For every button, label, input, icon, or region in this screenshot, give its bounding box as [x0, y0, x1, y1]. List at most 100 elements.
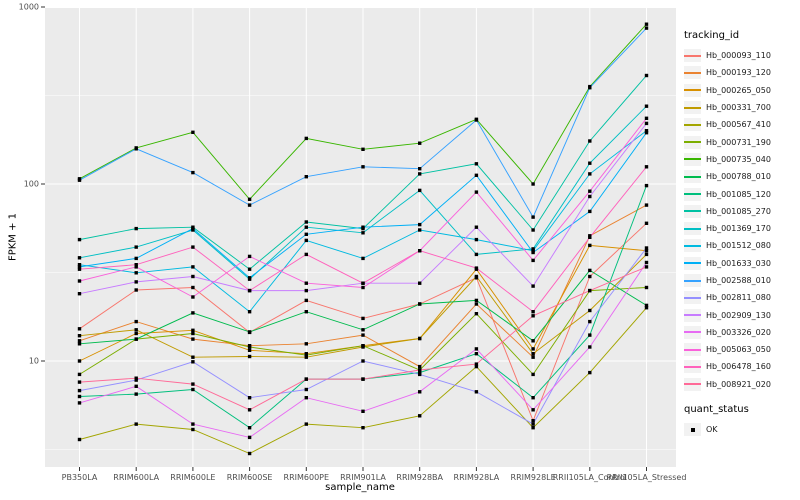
- legend-key: [684, 343, 701, 357]
- legend-item-label: Hb_000331_700: [706, 103, 771, 113]
- legend-item: Hb_000331_700: [684, 99, 798, 116]
- legend-items: Hb_000093_110 Hb_000193_120 Hb_000265_050 H…: [684, 47, 798, 393]
- legend-item-label: Hb_003326_020: [706, 327, 771, 337]
- legend-key: [684, 256, 701, 270]
- legend-item: Hb_001512_080: [684, 237, 798, 254]
- series-points-Hb_005063_050: [77, 116, 649, 299]
- legend-item: Hb_000093_110: [684, 47, 798, 64]
- legend-quant-items: OK: [684, 421, 798, 438]
- legend-item: Hb_000567_410: [684, 116, 798, 133]
- legend-key: [684, 152, 701, 166]
- legend-key-line-icon: [684, 244, 701, 247]
- legend-title-tracking-id: tracking_id: [684, 30, 740, 41]
- legend-item-quant: OK: [684, 421, 798, 438]
- legend-item-label: OK: [706, 425, 718, 435]
- legend-key: [684, 135, 701, 149]
- legend-item: Hb_006478_160: [684, 358, 798, 375]
- legend-item-label: Hb_001085_120: [706, 189, 771, 199]
- legend-key: [684, 274, 701, 287]
- series-points-Hb_002811_080: [77, 246, 649, 426]
- legend-key-line-icon: [684, 175, 701, 178]
- series-points-Hb_000788_010: [77, 268, 649, 346]
- legend-title-quant-status: quant_status: [684, 403, 749, 415]
- y-tick-label: 10: [28, 356, 39, 366]
- legend-key: [684, 239, 701, 253]
- legend-key-line-icon: [684, 89, 701, 92]
- x-tick-label: RRII105LA_Control: [552, 473, 627, 482]
- series-points-Hb_002588_010: [77, 26, 649, 219]
- legend-item-label: Hb_000788_010: [706, 172, 771, 182]
- legend-item: Hb_002588_010: [684, 272, 798, 289]
- x-tick-label: PB350LA: [61, 473, 98, 482]
- legend-key: [684, 423, 701, 437]
- legend-item: Hb_000265_050: [684, 82, 798, 99]
- x-tick-label: RRIM600PE: [283, 473, 330, 482]
- legend-item: Hb_000788_010: [684, 168, 798, 185]
- series-points-Hb_001512_080: [77, 129, 649, 314]
- legend-item-label: Hb_000193_120: [706, 68, 771, 78]
- legend-item-label: Hb_002909_130: [706, 310, 771, 320]
- legend-key: [684, 187, 701, 201]
- black-square-point-icon: [690, 427, 695, 432]
- legend-item-label: Hb_002588_010: [706, 276, 771, 285]
- legend-key-line-icon: [684, 193, 701, 196]
- legend-item-label: Hb_000735_040: [706, 154, 771, 164]
- legend-key: [684, 360, 701, 374]
- panel-background: [45, 8, 676, 467]
- legend-key: [684, 291, 701, 305]
- legend-key: [684, 377, 701, 391]
- legend-key-line-icon: [684, 141, 701, 144]
- y-axis-title: FPKM + 1: [7, 212, 19, 262]
- legend-key-line-icon: [684, 331, 701, 334]
- legend-key-line-icon: [684, 348, 701, 351]
- legend-item-label: Hb_001512_080: [706, 241, 771, 251]
- x-tick-label: RRIM600LA: [113, 473, 160, 482]
- legend-key: [684, 83, 701, 97]
- legend-key: [684, 325, 701, 339]
- legend-item-label: Hb_001633_030: [706, 258, 771, 268]
- series-points-Hb_008921_020: [77, 265, 649, 412]
- legend-item: Hb_001369_170: [684, 220, 798, 237]
- legend-item: Hb_001633_030: [684, 255, 798, 272]
- legend-key-line-icon: [684, 314, 701, 317]
- legend-item: Hb_001085_270: [684, 203, 798, 220]
- legend: tracking_id Hb_000093_110 Hb_000193_120 Hb…: [684, 30, 798, 438]
- x-tick-label: RRIM928LE: [510, 473, 556, 482]
- legend-item: Hb_000735_040: [684, 151, 798, 168]
- legend-quant-status: quant_status OK: [684, 404, 798, 438]
- legend-item-label: Hb_002811_080: [706, 293, 771, 303]
- legend-key-line-icon: [684, 158, 701, 161]
- series-points-Hb_001633_030: [77, 131, 649, 280]
- legend-item-label: Hb_005063_050: [706, 345, 771, 355]
- legend-key-line-icon: [684, 279, 701, 282]
- legend-key-line-icon: [684, 296, 701, 299]
- legend-key-line-icon: [684, 383, 701, 386]
- series-points-Hb_000567_410: [77, 306, 649, 456]
- x-tick-label: RRIM600LE: [170, 473, 216, 482]
- legend-key-line-icon: [684, 262, 701, 265]
- y-tick-label: 100: [23, 179, 39, 189]
- legend-item-label: Hb_008921_020: [706, 379, 771, 389]
- legend-key-line-icon: [684, 210, 701, 213]
- legend-key: [684, 49, 701, 63]
- x-tick-label: RRIM928LA: [453, 473, 500, 482]
- legend-key-line-icon: [684, 365, 701, 368]
- legend-item-label: Hb_001085_270: [706, 206, 771, 216]
- x-tick-label: RRIM600SE: [226, 473, 273, 482]
- legend-item-label: Hb_001369_170: [706, 224, 771, 234]
- legend-key-line-icon: [684, 227, 701, 230]
- legend-key-line-icon: [684, 71, 701, 74]
- x-tick-label: RRII105LA_Stressed: [606, 473, 687, 482]
- legend-key: [684, 66, 701, 80]
- legend-item-label: Hb_006478_160: [706, 362, 771, 372]
- legend-item: Hb_002909_130: [684, 306, 798, 323]
- legend-item-label: Hb_000265_050: [706, 85, 771, 95]
- legend-item: Hb_000731_190: [684, 133, 798, 150]
- legend-item-label: Hb_000731_190: [706, 137, 771, 147]
- series-points-Hb_006478_160: [77, 165, 649, 314]
- legend-item: Hb_000193_120: [684, 64, 798, 81]
- legend-key-line-icon: [684, 54, 701, 57]
- legend-item: Hb_003326_020: [684, 324, 798, 341]
- x-tick-label: RRIM928BA: [396, 473, 443, 482]
